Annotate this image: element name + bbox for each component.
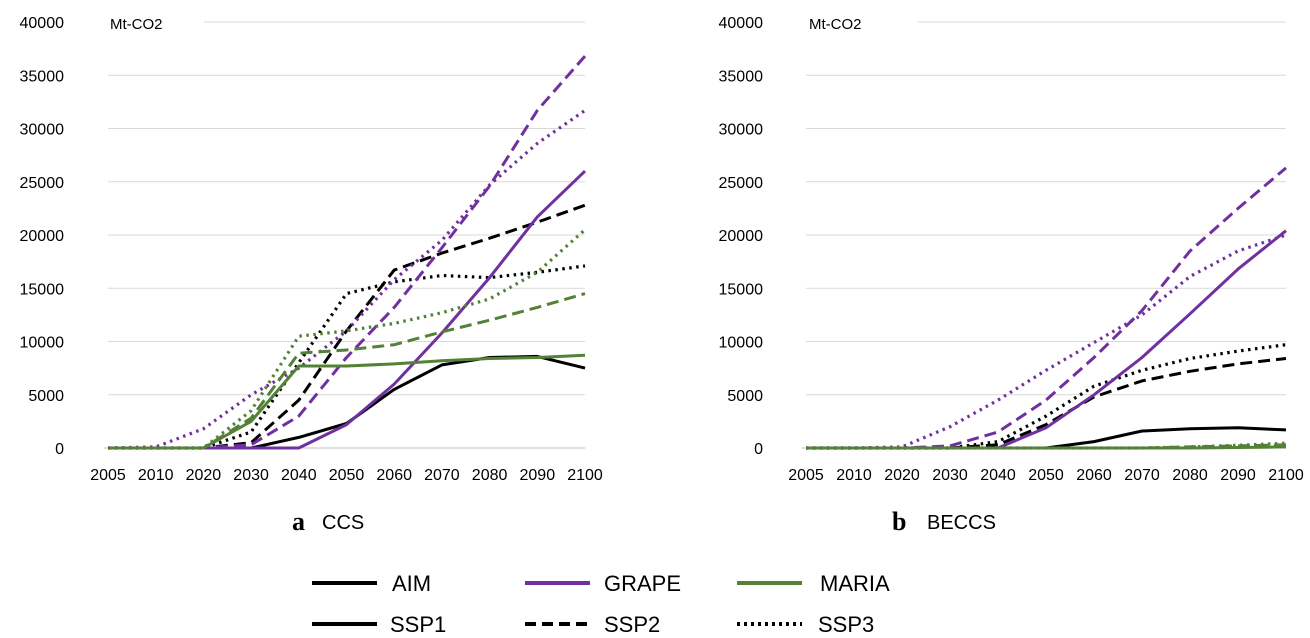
panel-b-x-tick-label: 2005 — [788, 467, 824, 484]
panel-a-name: CCS — [322, 512, 364, 534]
panel-b-series-grape-ssp2 — [806, 166, 1287, 450]
panel-a-x-tick-label: 2030 — [233, 467, 269, 484]
legend-grape-label: GRAPE — [604, 571, 681, 596]
panel-a-letter: a — [292, 507, 305, 536]
panel-b-x-tick-label: 2020 — [884, 467, 920, 484]
panel-b-y-tick-label: 35000 — [719, 68, 764, 85]
panel-b-x-tick-label: 2100 — [1268, 467, 1304, 484]
panel-a-series-grape-ssp1 — [108, 170, 587, 450]
panel-a-y-tick-label: 10000 — [20, 335, 65, 352]
panel-a-x-tick-label: 2040 — [281, 467, 317, 484]
panel-a-y-tick-label: 20000 — [20, 228, 65, 245]
panel-b-letter: b — [892, 507, 906, 536]
panel-a-y-axis-label: Mt-CO2 — [110, 16, 163, 33]
panel-a-x-tick-label: 2100 — [567, 467, 603, 484]
panel-a-ccs-chart: 0 5000 10000 15000 20000 25000 30000 35000 40000… — [20, 12, 603, 484]
panel-b-x-tick-label: 2030 — [932, 467, 968, 484]
panel-b-y-tick-label: 40000 — [719, 15, 764, 32]
panel-b-series-maria-ssp3 — [806, 441, 1287, 450]
panel-a-x-tick-label: 2080 — [472, 467, 508, 484]
panel-a-x-tick-label: 2010 — [138, 467, 174, 484]
panel-a-series-aim-ssp1 — [108, 354, 586, 450]
panel-a-y-tick-label: 35000 — [20, 68, 65, 85]
legend-ssp3-label: SSP3 — [818, 612, 874, 637]
panel-a-y-tick-label: 15000 — [20, 281, 65, 298]
panel-b-y-tick-label: 5000 — [727, 388, 763, 405]
panel-b-y-tick-label: 10000 — [719, 335, 764, 352]
panel-a-x-tick-label: 2020 — [186, 467, 222, 484]
legend-aim-label: AIM — [392, 571, 431, 596]
panel-a-y-label-background — [101, 12, 204, 34]
legend: AIM GRAPE MARIA SSP1 SSP2 SSP3 — [312, 571, 890, 637]
panel-b-series-aim-ssp3 — [806, 343, 1287, 450]
panel-b-y-tick-label: 30000 — [719, 122, 764, 139]
panel-b-caption: b BECCS — [892, 507, 996, 536]
panel-b-beccs-chart: 0 5000 10000 15000 20000 25000 30000 35000 40000… — [719, 12, 1304, 484]
panel-a-y-tick-label: 5000 — [28, 388, 64, 405]
panel-a-series-maria-ssp1 — [108, 353, 586, 450]
panel-a-series-grape-ssp2 — [108, 55, 587, 450]
panel-b-x-tick-label: 2070 — [1124, 467, 1160, 484]
panel-b-x-tick-label: 2090 — [1220, 467, 1256, 484]
panel-b-x-tick-label: 2040 — [980, 467, 1016, 484]
legend-maria-label: MARIA — [820, 571, 890, 596]
panel-b-x-tick-label: 2050 — [1028, 467, 1064, 484]
panel-a-x-tick-label: 2070 — [424, 467, 460, 484]
panel-b-x-tick-label: 2080 — [1172, 467, 1208, 484]
panel-b-series-aim-ssp2 — [806, 357, 1287, 450]
panel-b-y-tick-label: 20000 — [719, 228, 764, 245]
panel-a-x-tick-label: 2090 — [520, 467, 556, 484]
panel-b-x-tick-label: 2060 — [1076, 467, 1112, 484]
panel-b-x-tick-label: 2010 — [836, 467, 872, 484]
panel-a-y-tick-label: 30000 — [20, 122, 65, 139]
panel-a-caption: a CCS — [292, 507, 364, 536]
panel-a-y-tick-label: 0 — [55, 441, 64, 458]
panel-b-y-axis-label: Mt-CO2 — [809, 16, 862, 33]
panel-a-y-tick-label: 40000 — [20, 15, 65, 32]
panel-a-x-tick-label: 2060 — [376, 467, 412, 484]
legend-ssp2-label: SSP2 — [604, 612, 660, 637]
panel-a-y-tick-label: 25000 — [20, 175, 65, 192]
panel-a-series-aim-ssp2 — [108, 203, 586, 450]
panel-b-y-label-background — [800, 12, 918, 34]
panel-b-y-tick-label: 25000 — [719, 175, 764, 192]
panel-b-y-tick-label: 15000 — [719, 281, 764, 298]
panel-b-y-tick-label: 0 — [754, 441, 763, 458]
legend-ssp1-label: SSP1 — [390, 612, 446, 637]
panel-a-series-maria-ssp3 — [108, 228, 587, 450]
panel-b-name: BECCS — [927, 512, 996, 534]
panel-a-x-tick-label: 2050 — [329, 467, 365, 484]
panel-a-series-grape-ssp3 — [107, 109, 586, 450]
panel-b-series-grape-ssp3 — [806, 233, 1287, 450]
panel-a-x-tick-label: 2005 — [90, 467, 126, 484]
